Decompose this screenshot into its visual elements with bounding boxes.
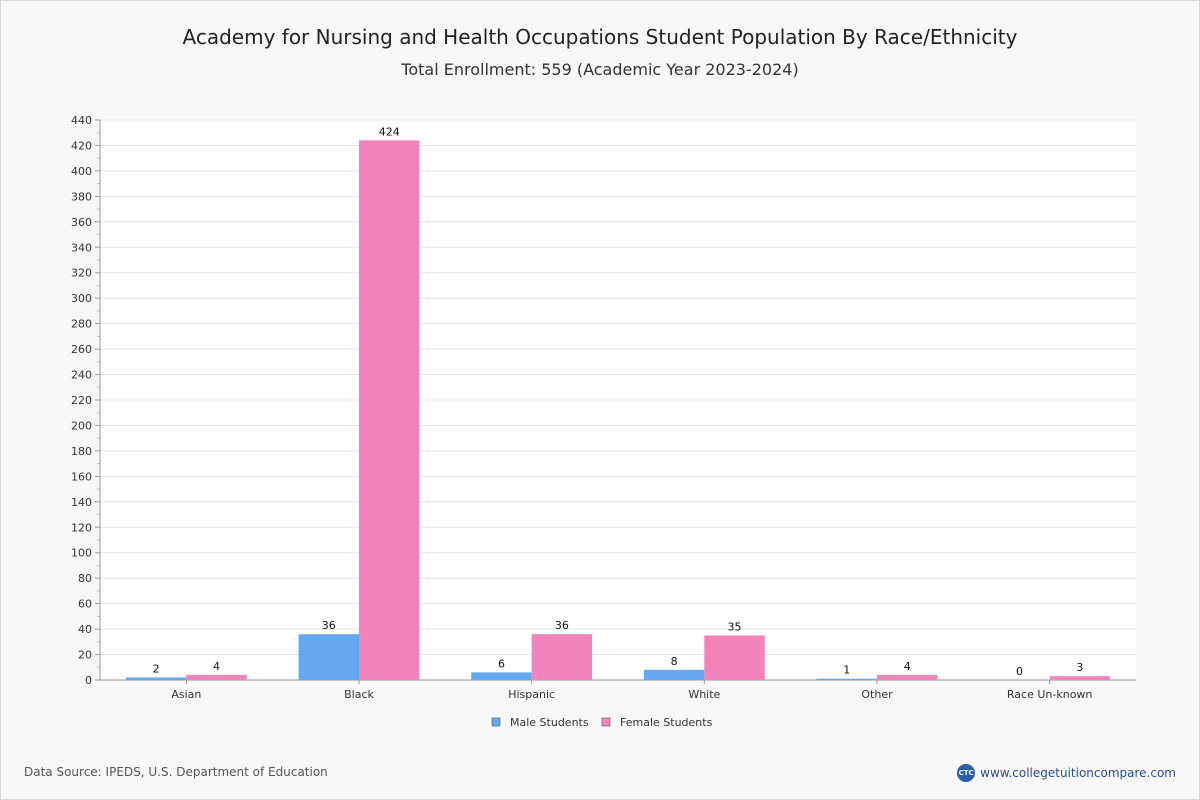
y-tick-label: 300 [71, 292, 92, 305]
bar-male [643, 669, 705, 680]
legend-label: Female Students [620, 716, 713, 729]
y-tick-label: 320 [71, 267, 92, 280]
y-tick-label: 200 [71, 419, 92, 432]
y-tick-label: 40 [78, 623, 92, 636]
x-tick-label: Asian [171, 688, 201, 701]
y-tick-label: 220 [71, 394, 92, 407]
x-tick-label: Hispanic [508, 688, 555, 701]
data-label: 35 [728, 620, 742, 633]
legend-swatch [491, 717, 501, 727]
site-link[interactable]: CTC www.collegetuitioncompare.com [957, 764, 1176, 782]
bar-female [1049, 676, 1111, 680]
data-label: 36 [555, 619, 569, 632]
y-tick-label: 60 [78, 598, 92, 611]
x-tick-label: White [688, 688, 720, 701]
bar-female [531, 634, 593, 680]
ctc-logo-icon: CTC [957, 764, 976, 782]
data-label: 36 [322, 619, 336, 632]
chart-subtitle: Total Enrollment: 559 (Academic Year 202… [401, 60, 799, 79]
x-tick-label: Black [344, 688, 374, 701]
y-tick-label: 0 [85, 674, 92, 687]
data-label: 0 [1016, 665, 1023, 678]
data-label: 1 [843, 664, 850, 677]
y-tick-label: 240 [71, 369, 92, 382]
bar-male [298, 634, 359, 680]
y-tick-label: 380 [71, 190, 92, 203]
y-tick-label: 140 [71, 496, 92, 509]
bar-male [125, 677, 187, 680]
y-tick-label: 340 [71, 241, 92, 254]
data-label: 4 [213, 660, 220, 673]
x-tick-label: Race Un-known [1007, 688, 1093, 701]
y-tick-label: 80 [78, 572, 92, 585]
bar-female [186, 674, 247, 680]
chart-title: Academy for Nursing and Health Occupatio… [182, 25, 1018, 49]
y-tick-label: 180 [71, 445, 92, 458]
data-source: Data Source: IPEDS, U.S. Department of E… [24, 765, 328, 779]
y-tick-label: 20 [78, 649, 92, 662]
legend-label: Male Students [510, 716, 589, 729]
y-tick-label: 260 [71, 343, 92, 356]
y-tick-label: 440 [71, 114, 92, 127]
y-tick-label: 100 [71, 547, 92, 560]
data-label: 8 [671, 655, 678, 668]
x-tick-label: Other [861, 688, 893, 701]
bar-male [471, 672, 532, 680]
y-tick-label: 280 [71, 318, 92, 331]
site-url[interactable]: www.collegetuitioncompare.com [980, 766, 1176, 780]
y-tick-label: 360 [71, 216, 92, 229]
data-label: 2 [153, 662, 160, 675]
y-tick-label: 420 [71, 139, 92, 152]
y-tick-label: 400 [71, 165, 92, 178]
bar-female [704, 635, 765, 680]
data-label: 6 [498, 657, 505, 670]
bar-male [816, 678, 877, 680]
legend-swatch [601, 717, 611, 727]
bar-female [359, 140, 420, 680]
bar-female [877, 674, 938, 680]
data-label: 424 [379, 125, 400, 138]
data-label: 3 [1076, 661, 1083, 674]
y-tick-label: 120 [71, 521, 92, 534]
y-tick-label: 160 [71, 470, 92, 483]
data-label: 4 [904, 660, 911, 673]
